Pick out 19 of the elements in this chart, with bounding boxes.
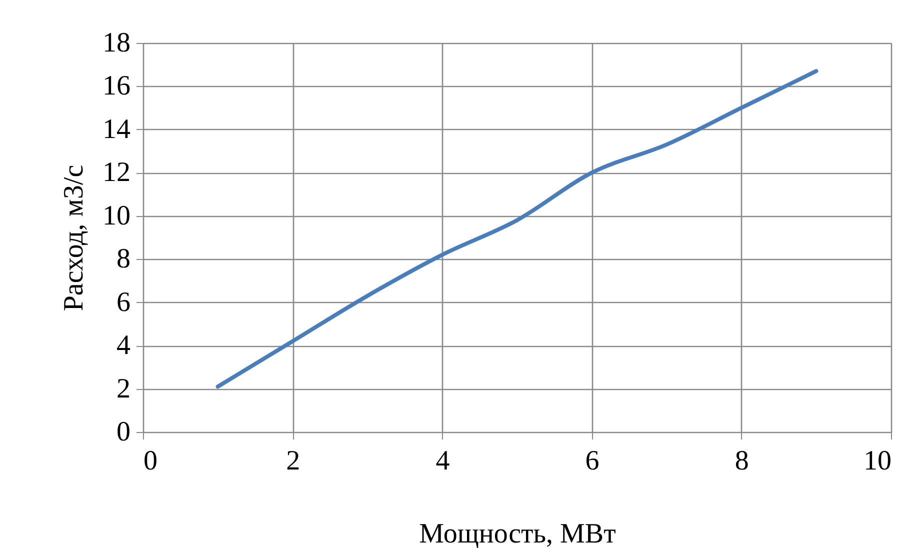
- x-tick-label: 8: [734, 446, 749, 476]
- y-tick-label: 18: [102, 28, 130, 58]
- line-series: [216, 69, 818, 389]
- y-axis-title: Расход, м3/с: [58, 164, 90, 312]
- y-tick-label: 16: [102, 70, 130, 102]
- y-tick-label: 12: [102, 157, 130, 188]
- x-axis-title: Мощность, МВт: [419, 518, 616, 548]
- y-tick-label: 0: [116, 416, 130, 448]
- x-tick-label: 2: [286, 446, 300, 476]
- y-tick-label: 8: [116, 244, 130, 275]
- y-tick-label: 2: [116, 373, 130, 404]
- x-tick-label: 0: [144, 446, 158, 476]
- y-tick-label: 14: [102, 114, 130, 145]
- x-tick-label: 10: [864, 446, 892, 476]
- x-tick-label: 4: [436, 446, 450, 476]
- y-tick-label: 10: [102, 200, 130, 232]
- y-tick-label: 4: [116, 330, 130, 362]
- y-tick-label: 6: [116, 286, 130, 318]
- x-tick-label: 6: [585, 446, 600, 476]
